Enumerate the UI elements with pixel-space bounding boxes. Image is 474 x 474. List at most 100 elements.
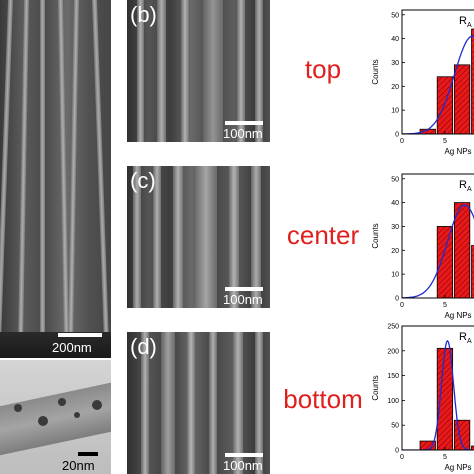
- position-label-bottom: bottom: [283, 384, 363, 414]
- scale-bar: [78, 452, 98, 456]
- y-tick-label: 10: [391, 272, 399, 279]
- x-tick-label: 5: [443, 302, 447, 309]
- tem-image-a: 20nm: [0, 360, 111, 474]
- histogram-bar: [453, 202, 471, 298]
- histogram-bar: [436, 76, 454, 134]
- axes-frame: [401, 173, 474, 299]
- histogram-bar: [471, 245, 474, 298]
- y-tick-label: 200: [387, 348, 399, 355]
- y-tick-label: 40: [391, 36, 399, 43]
- nanowire: [137, 0, 144, 142]
- nanowire: [209, 332, 217, 474]
- nanoparticle: [92, 400, 102, 410]
- x-tick-label: 0: [400, 138, 404, 145]
- panel-letter-d: (d): [130, 334, 157, 359]
- scale-label-c: 100nm: [223, 292, 263, 307]
- y-tick-label: 0: [395, 132, 399, 139]
- nanowire: [195, 166, 217, 308]
- y-tick-label: 0: [395, 448, 399, 455]
- scale-label-d: 100nm: [223, 458, 263, 473]
- nanowire: [203, 0, 223, 142]
- y-tick-label: 10: [391, 108, 399, 115]
- nanoparticle: [38, 416, 48, 426]
- position-label-center: center: [286, 220, 360, 250]
- y-tick-label: 40: [391, 200, 399, 207]
- nanowire: [92, 0, 109, 340]
- nanowire: [40, 0, 45, 340]
- y-tick-label: 50: [391, 176, 399, 183]
- nanowire: [173, 166, 183, 308]
- scale-label-a: 200nm: [52, 340, 92, 355]
- axes-frame: [401, 325, 474, 451]
- legend-text: R: [459, 331, 467, 343]
- nanowire: [181, 0, 189, 142]
- nanowire: [141, 332, 149, 474]
- x-tick-label: 5: [443, 454, 447, 461]
- y-tick-label: 50: [391, 12, 399, 19]
- position-label-top: top: [304, 54, 342, 84]
- histogram-bar: [471, 445, 474, 450]
- y-tick-label: 20: [391, 248, 399, 255]
- x-axis-label: Ag NPs: [444, 463, 471, 472]
- y-tick-label: 20: [391, 84, 399, 91]
- x-tick-label: 0: [400, 302, 404, 309]
- y-tick-label: 0: [395, 296, 399, 303]
- nanowire: [58, 0, 69, 340]
- scale-bar: [58, 333, 102, 337]
- sem-image-c: (c) 100nm: [127, 166, 270, 308]
- gaussian-fit-curve: [402, 204, 474, 298]
- nanoparticle: [14, 404, 22, 412]
- nanowire: [237, 0, 245, 142]
- nanowire: [0, 0, 13, 340]
- histogram-center: 0 10 20 30 40 50 0 5 Counts Ag NPs R A: [366, 164, 474, 322]
- x-axis-label: Ag NPs: [444, 311, 471, 320]
- nanowire: [251, 166, 261, 308]
- nanowire: [153, 166, 161, 308]
- y-tick-label: 250: [387, 324, 399, 331]
- nanoparticle: [74, 412, 80, 418]
- legend-text: R: [459, 15, 467, 27]
- gaussian-fit-curve: [402, 339, 474, 450]
- nanowire: [133, 166, 141, 308]
- nanoparticle: [58, 398, 66, 406]
- nanowire: [233, 332, 243, 474]
- sem-image-a: 200nm: [0, 0, 111, 358]
- histogram-bar: [453, 64, 471, 134]
- scale-bar: [225, 287, 263, 291]
- sem-image-b: (b) 100nm: [127, 0, 270, 142]
- panel-letter-b: (b): [130, 2, 157, 27]
- legend-text: R: [459, 179, 467, 191]
- histogram-top: 0 10 20 30 40 50 0 5 Counts Ag NPs R A: [366, 0, 474, 158]
- y-tick-label: 150: [387, 373, 399, 380]
- nanowire: [68, 0, 79, 340]
- histogram-bar: [436, 226, 454, 298]
- y-axis-label: Counts: [371, 375, 380, 400]
- gaussian-fit-curve: [402, 35, 474, 134]
- nanowire: [18, 0, 29, 340]
- y-tick-label: 50: [391, 423, 399, 430]
- legend-subscript: A: [467, 338, 472, 345]
- histogram-bar: [471, 28, 474, 134]
- legend-subscript: A: [467, 22, 472, 29]
- nanowire: [255, 0, 263, 142]
- y-tick-label: 30: [391, 224, 399, 231]
- nanowire: [161, 332, 175, 474]
- histogram-bottom: 0 50 100 150 200 250 0 5 Counts Ag NPs R A: [366, 316, 474, 474]
- axes-frame: [401, 9, 474, 135]
- x-tick-label: 5: [443, 138, 447, 145]
- nanowire: [229, 166, 239, 308]
- sem-image-d: (d) 100nm: [127, 332, 270, 474]
- nanotube: [0, 379, 111, 457]
- scale-label-tem: 20nm: [62, 458, 95, 473]
- y-tick-label: 100: [387, 398, 399, 405]
- nanowire: [255, 332, 263, 474]
- scale-label-b: 100nm: [223, 126, 263, 141]
- legend-subscript: A: [467, 186, 472, 193]
- scale-bar: [225, 453, 263, 457]
- y-axis-label: Counts: [371, 59, 380, 84]
- scale-bar: [225, 121, 263, 125]
- nanowire: [187, 332, 195, 474]
- panel-letter-c: (c): [130, 168, 156, 193]
- y-axis-label: Counts: [371, 223, 380, 248]
- nanowire: [157, 0, 166, 142]
